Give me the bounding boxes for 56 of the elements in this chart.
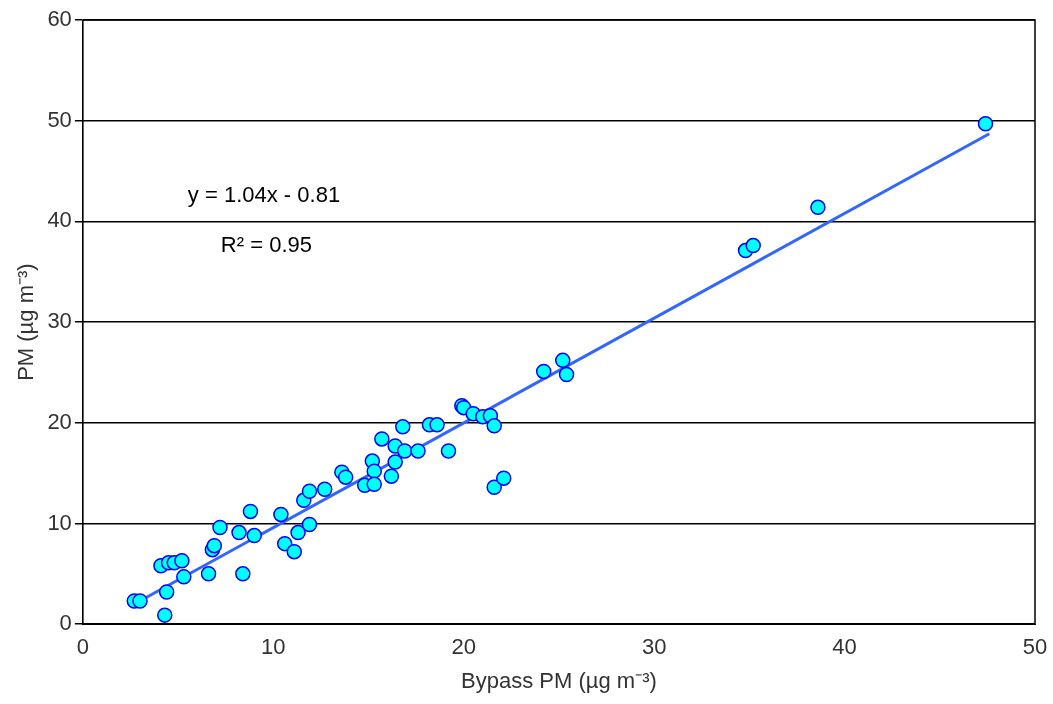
point bbox=[235, 566, 251, 582]
point bbox=[558, 366, 575, 383]
point bbox=[301, 516, 318, 533]
x-tick-label: 40 bbox=[832, 634, 857, 660]
point bbox=[132, 593, 148, 609]
y-tick-label: 10 bbox=[47, 509, 72, 535]
x-tick-label: 30 bbox=[641, 634, 667, 660]
point bbox=[158, 584, 175, 600]
point bbox=[745, 237, 761, 254]
x-tick-label: 0 bbox=[76, 634, 89, 660]
point bbox=[206, 537, 223, 554]
y-tick-label: 30 bbox=[47, 308, 72, 334]
point bbox=[383, 468, 400, 484]
y-tick-label: 0 bbox=[59, 610, 72, 636]
point bbox=[495, 470, 512, 486]
point bbox=[366, 476, 382, 492]
point bbox=[410, 443, 426, 459]
point bbox=[246, 527, 262, 544]
annotation: R² = 0.95 bbox=[220, 232, 312, 258]
point bbox=[554, 352, 571, 369]
y-tick-label: 60 bbox=[47, 6, 72, 32]
point bbox=[276, 535, 293, 552]
y-axis-title: PM (µg m⁻³) bbox=[13, 263, 39, 381]
point bbox=[810, 199, 826, 216]
point bbox=[395, 419, 411, 435]
x-tick-label: 20 bbox=[451, 634, 476, 660]
point bbox=[977, 115, 994, 132]
point bbox=[157, 607, 173, 623]
point bbox=[174, 553, 190, 569]
y-tick-label: 50 bbox=[47, 106, 72, 132]
point bbox=[273, 506, 289, 523]
point bbox=[366, 463, 382, 479]
point bbox=[396, 443, 413, 459]
point bbox=[486, 479, 502, 495]
y-tick-label: 20 bbox=[47, 408, 72, 434]
point bbox=[200, 566, 217, 582]
point bbox=[440, 443, 457, 459]
point bbox=[290, 524, 306, 541]
point bbox=[486, 418, 502, 434]
point bbox=[301, 483, 318, 500]
point bbox=[429, 417, 445, 433]
point bbox=[286, 543, 302, 560]
point bbox=[316, 481, 333, 498]
annotation: y = 1.04x - 0.81 bbox=[187, 181, 341, 207]
x-tick-label: 10 bbox=[261, 634, 286, 660]
point bbox=[337, 469, 354, 485]
y-tick-label: 40 bbox=[47, 207, 72, 233]
x-tick-label: 50 bbox=[1022, 634, 1048, 660]
point bbox=[535, 363, 552, 380]
point bbox=[387, 454, 403, 470]
point bbox=[231, 524, 247, 541]
x-axis-title: Bypass PM (µg m⁻³) bbox=[461, 667, 657, 693]
point bbox=[212, 519, 228, 536]
point bbox=[176, 569, 192, 585]
point bbox=[242, 503, 259, 520]
point bbox=[374, 431, 390, 447]
